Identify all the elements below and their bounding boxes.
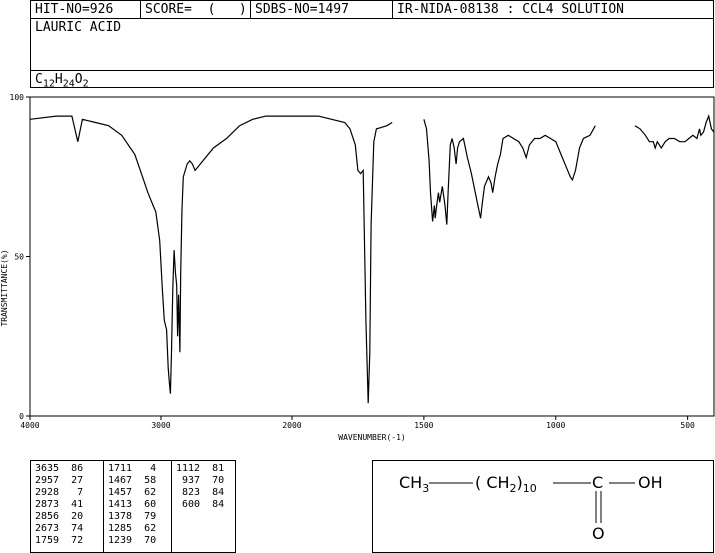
- y-tick-label: 50: [14, 253, 24, 262]
- peak-row: 1285 62: [108, 523, 157, 534]
- y-axis-label: TRANSMITTANCE(%): [0, 249, 9, 326]
- x-axis-label: WAVENUMBER(-1): [338, 433, 405, 442]
- peak-row: 1112 81: [176, 463, 225, 474]
- molecular-formula: C12H24O2: [35, 72, 89, 90]
- peak-row: 823 84: [176, 487, 225, 498]
- peak-table: 3635 86 2957 27 2928 7 2873 41 2856 20 2673 7…: [30, 460, 236, 553]
- peak-row: 2928 7: [35, 487, 84, 498]
- carbonyl-carbon: C: [592, 473, 604, 492]
- peak-row: 2957 27: [35, 475, 84, 486]
- divider: [31, 70, 713, 71]
- structure-box: CH3 ( CH2)10 C OH O: [372, 460, 714, 553]
- peak-row: 2673 74: [35, 523, 84, 534]
- peak-row: 2856 20: [35, 511, 84, 522]
- peak-row: 2873 41: [35, 499, 84, 510]
- methyl-group: CH3: [399, 473, 430, 496]
- plot-frame: [29, 96, 715, 417]
- peak-column-2: 1711 4 1467 58 1457 62 1413 60 1378 79 1285 6…: [103, 461, 156, 552]
- ir-spectrum-chart: 4000 3000 2000 1500 1000 500 0 50 100 TRANSMITTA…: [0, 93, 715, 442]
- hydroxyl-group: OH: [638, 473, 663, 492]
- header-box: HIT-NO=926 SCORE= ( ) SDBS-NO=1497 IR-NI…: [30, 0, 714, 90]
- x-tick-label: 1500: [414, 421, 433, 430]
- peak-row: 1457 62: [108, 487, 157, 498]
- x-tick-label: 4000: [20, 421, 39, 430]
- peak-row: 600 84: [176, 499, 225, 510]
- spectrum-trace-1: [29, 115, 393, 404]
- methylene-group: ( CH2)10: [475, 473, 537, 496]
- x-tick-label: 1000: [546, 421, 565, 430]
- peak-row: 1239 70: [108, 535, 157, 546]
- peak-row: 1413 60: [108, 499, 157, 510]
- peak-row: 1759 72: [35, 535, 84, 546]
- score: SCORE= ( ): [141, 1, 251, 18]
- carbonyl-oxygen: O: [592, 524, 605, 543]
- header-row: HIT-NO=926 SCORE= ( ) SDBS-NO=1497 IR-NI…: [31, 1, 713, 19]
- sdbs-no: SDBS-NO=1497: [251, 1, 393, 18]
- structure-bonds: [429, 482, 635, 523]
- peak-column-1: 3635 86 2957 27 2928 7 2873 41 2856 20 2673 7…: [35, 463, 83, 547]
- y-tick-label: 0: [19, 412, 24, 421]
- x-tick-label: 500: [680, 421, 695, 430]
- peak-row: 1711 4: [108, 463, 157, 474]
- compound-name: LAURIC ACID: [35, 20, 122, 35]
- hit-no: HIT-NO=926: [31, 1, 141, 18]
- ir-info: IR-NIDA-08138 : CCL4 SOLUTION: [397, 2, 624, 17]
- peak-row: 3635 86: [35, 463, 84, 474]
- x-tick-label: 3000: [151, 421, 170, 430]
- y-tick-label: 100: [10, 93, 25, 102]
- peak-column-3: 1112 81 937 70 823 84 600 84: [171, 461, 224, 552]
- peak-row: 1467 58: [108, 475, 157, 486]
- peak-row: 937 70: [176, 475, 225, 486]
- spectrum-trace-2: [423, 119, 596, 225]
- x-tick-label: 2000: [282, 421, 301, 430]
- peak-row: 1378 79: [108, 511, 157, 522]
- spectrum-trace-3: [634, 114, 715, 150]
